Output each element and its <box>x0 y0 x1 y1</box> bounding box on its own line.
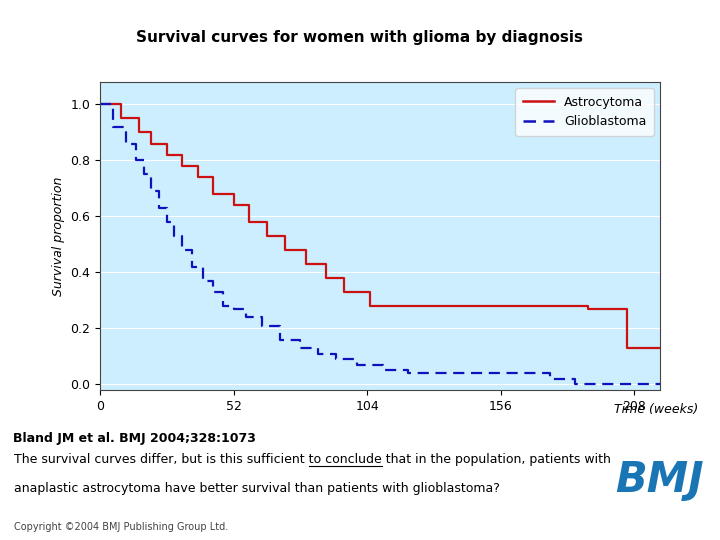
Text: The survival curves differ, but is this sufficient to conclude: The survival curves differ, but is this … <box>14 453 382 467</box>
Text: The survival curves differ, but is this sufficient: The survival curves differ, but is this … <box>14 453 309 467</box>
Text: Bland JM et al. BMJ 2004;328:1073: Bland JM et al. BMJ 2004;328:1073 <box>13 432 256 445</box>
Text: The survival curves differ, but is this sufficient to conclude that in the popul: The survival curves differ, but is this … <box>14 453 611 467</box>
Legend: Astrocytoma, Glioblastoma: Astrocytoma, Glioblastoma <box>515 88 654 136</box>
Text: anaplastic astrocytoma have better survival than patients with glioblastoma?: anaplastic astrocytoma have better survi… <box>14 482 500 495</box>
Text: Time (weeks): Time (weeks) <box>614 403 698 416</box>
Y-axis label: Survival proportion: Survival proportion <box>52 177 65 296</box>
Text: BMJ: BMJ <box>615 459 704 501</box>
Text: Copyright ©2004 BMJ Publishing Group Ltd.: Copyright ©2004 BMJ Publishing Group Ltd… <box>14 522 229 531</box>
Text: Survival curves for women with glioma by diagnosis: Survival curves for women with glioma by… <box>137 30 583 45</box>
